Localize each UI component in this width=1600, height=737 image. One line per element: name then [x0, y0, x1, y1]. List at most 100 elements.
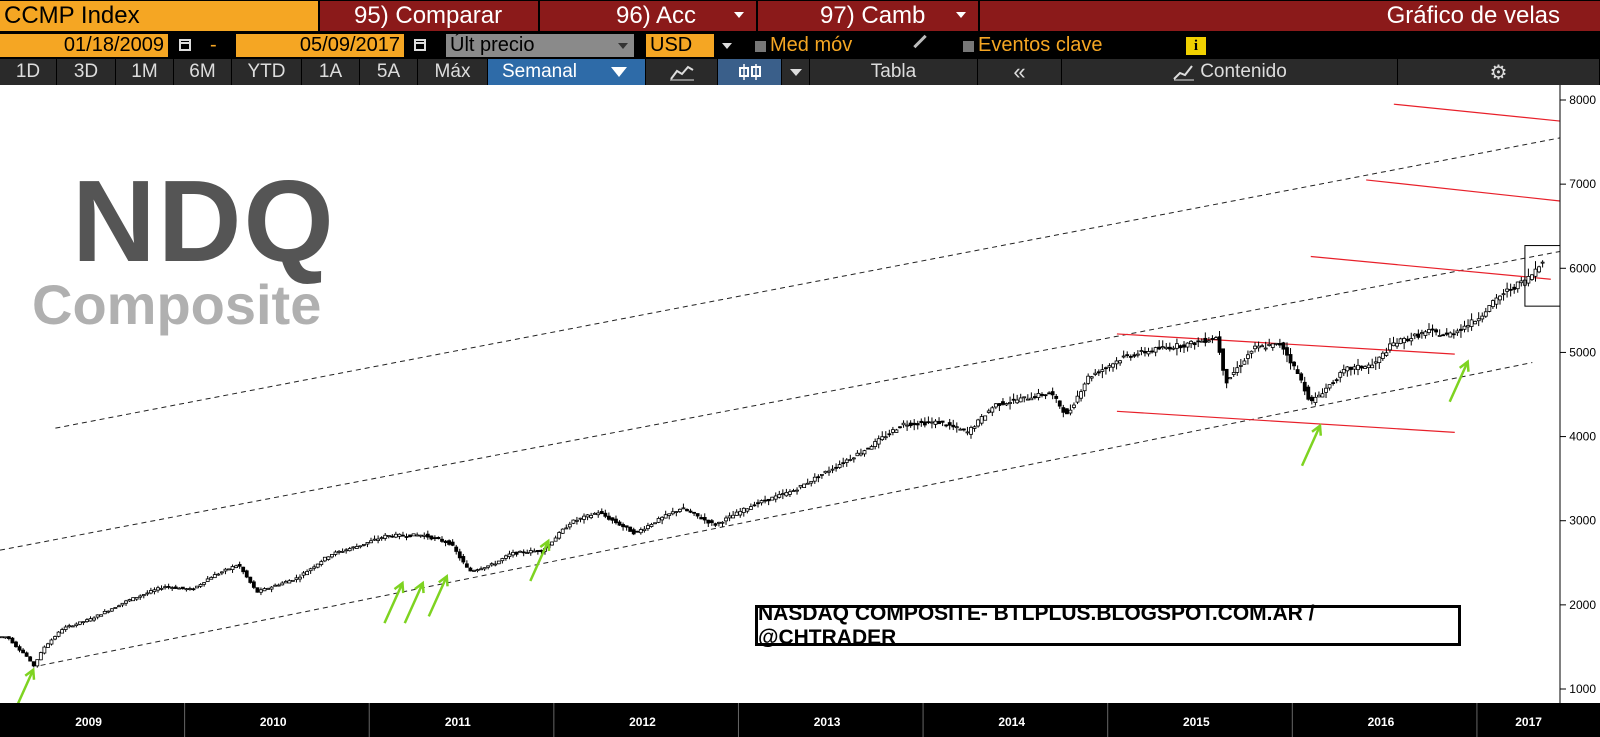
frequency-select[interactable]: Semanal [488, 59, 646, 85]
tab-6m[interactable]: 6M [174, 59, 232, 85]
candle-body [976, 419, 981, 427]
candle-body [372, 538, 377, 541]
candle-body [805, 482, 810, 485]
candle-body [1476, 318, 1481, 322]
candle-body [873, 441, 878, 447]
candle-body [425, 533, 430, 538]
info-icon[interactable]: i [1186, 37, 1206, 55]
candle-body [330, 553, 334, 558]
candle-body [386, 535, 391, 537]
candle-body [241, 566, 246, 573]
candle-body [550, 541, 554, 546]
candle-body [152, 589, 157, 592]
candle-body [1253, 345, 1257, 350]
moving-average-label: Med móv [770, 34, 853, 56]
compare-menu[interactable]: 95) Comparar [320, 1, 538, 31]
candle-body [763, 499, 767, 502]
candle-body [1121, 355, 1126, 358]
chevron-down-icon [789, 68, 802, 76]
currency-select[interactable]: USD [646, 34, 714, 57]
candle-body [60, 629, 65, 634]
candle-body [227, 568, 231, 571]
candle-body [798, 484, 803, 488]
candle-body [67, 625, 72, 628]
candle-body [628, 526, 633, 532]
tab-ytd[interactable]: YTD [232, 59, 302, 85]
content-button[interactable]: Contenido [1062, 59, 1398, 85]
candle-body [454, 546, 459, 552]
tab-1m[interactable]: 1M [116, 59, 174, 85]
candle-body [85, 619, 89, 623]
candle-body [621, 524, 625, 528]
x-tick-label: 2015 [1183, 715, 1210, 729]
candle-body [177, 587, 182, 590]
candle-body [1224, 368, 1229, 384]
start-date-field[interactable]: 01/18/2009 [0, 34, 168, 57]
candle-body [1175, 343, 1179, 349]
watermark-ndq: NDQ [72, 156, 336, 286]
x-tick-label: 2017 [1515, 715, 1542, 729]
collapse-button[interactable]: « [978, 59, 1062, 85]
pencil-icon[interactable] [913, 34, 927, 49]
chevron-down-icon[interactable] [722, 43, 732, 49]
candle-body [88, 618, 93, 622]
chart-style-dropdown[interactable] [782, 59, 810, 85]
line-chart-icon[interactable] [646, 59, 718, 85]
candle-body [184, 588, 189, 591]
change-menu[interactable]: 97) Camb [758, 1, 978, 31]
candle-body [312, 566, 317, 569]
candle-body [930, 421, 934, 424]
candle-body [173, 586, 178, 589]
candle-body [262, 588, 267, 592]
candle-body [1022, 396, 1027, 399]
candle-body [1210, 338, 1215, 340]
candle-body [1079, 391, 1083, 399]
candle-body [663, 514, 668, 519]
tab-3d[interactable]: 3D [57, 59, 116, 85]
candle-body [283, 581, 288, 584]
key-events-checkbox[interactable] [963, 41, 974, 52]
candle-body [1348, 366, 1353, 370]
candle-body [844, 459, 849, 463]
calendar-icon[interactable] [414, 39, 426, 51]
candle-body [688, 510, 693, 513]
moving-average-checkbox[interactable] [755, 41, 766, 52]
candle-body [251, 581, 256, 588]
candle-body [447, 540, 452, 545]
candle-body [1146, 351, 1151, 355]
candlestick-icon[interactable] [718, 59, 782, 85]
calendar-icon[interactable] [179, 39, 191, 51]
candle-body [1473, 321, 1478, 325]
candle-body [1490, 300, 1495, 308]
candle-body [1125, 354, 1130, 357]
actions-label: 96) Acc [616, 2, 697, 29]
support-arrow-head [539, 538, 551, 552]
candle-body [74, 623, 79, 627]
candle-body [1459, 328, 1463, 331]
gear-icon[interactable]: ⚙ [1398, 59, 1600, 85]
candle-body [212, 574, 217, 579]
price-field-select[interactable]: Últ precio [446, 34, 634, 57]
candle-body [855, 452, 860, 457]
candle-body [709, 520, 714, 523]
ticker-field[interactable]: CCMP Index [0, 1, 318, 31]
candle-body [898, 426, 902, 429]
table-button[interactable]: Tabla [810, 59, 978, 85]
candle-body [834, 466, 838, 469]
tab-1a[interactable]: 1A [302, 59, 360, 85]
actions-menu[interactable]: 96) Acc [540, 1, 756, 31]
tab-1d[interactable]: 1D [0, 59, 57, 85]
candle-body [358, 545, 363, 548]
candle-body [415, 534, 420, 537]
tab-max[interactable]: Máx [418, 59, 488, 85]
candle-body [344, 549, 349, 552]
candle-body [131, 597, 136, 602]
candle-body [234, 565, 238, 569]
tab-5a[interactable]: 5A [360, 59, 418, 85]
candle-body [1082, 383, 1087, 392]
candle-body [1025, 398, 1030, 401]
candle-body [1377, 356, 1382, 363]
end-date-field[interactable]: 05/09/2017 [236, 34, 404, 57]
candle-body [191, 588, 196, 591]
candle-body [827, 470, 831, 473]
